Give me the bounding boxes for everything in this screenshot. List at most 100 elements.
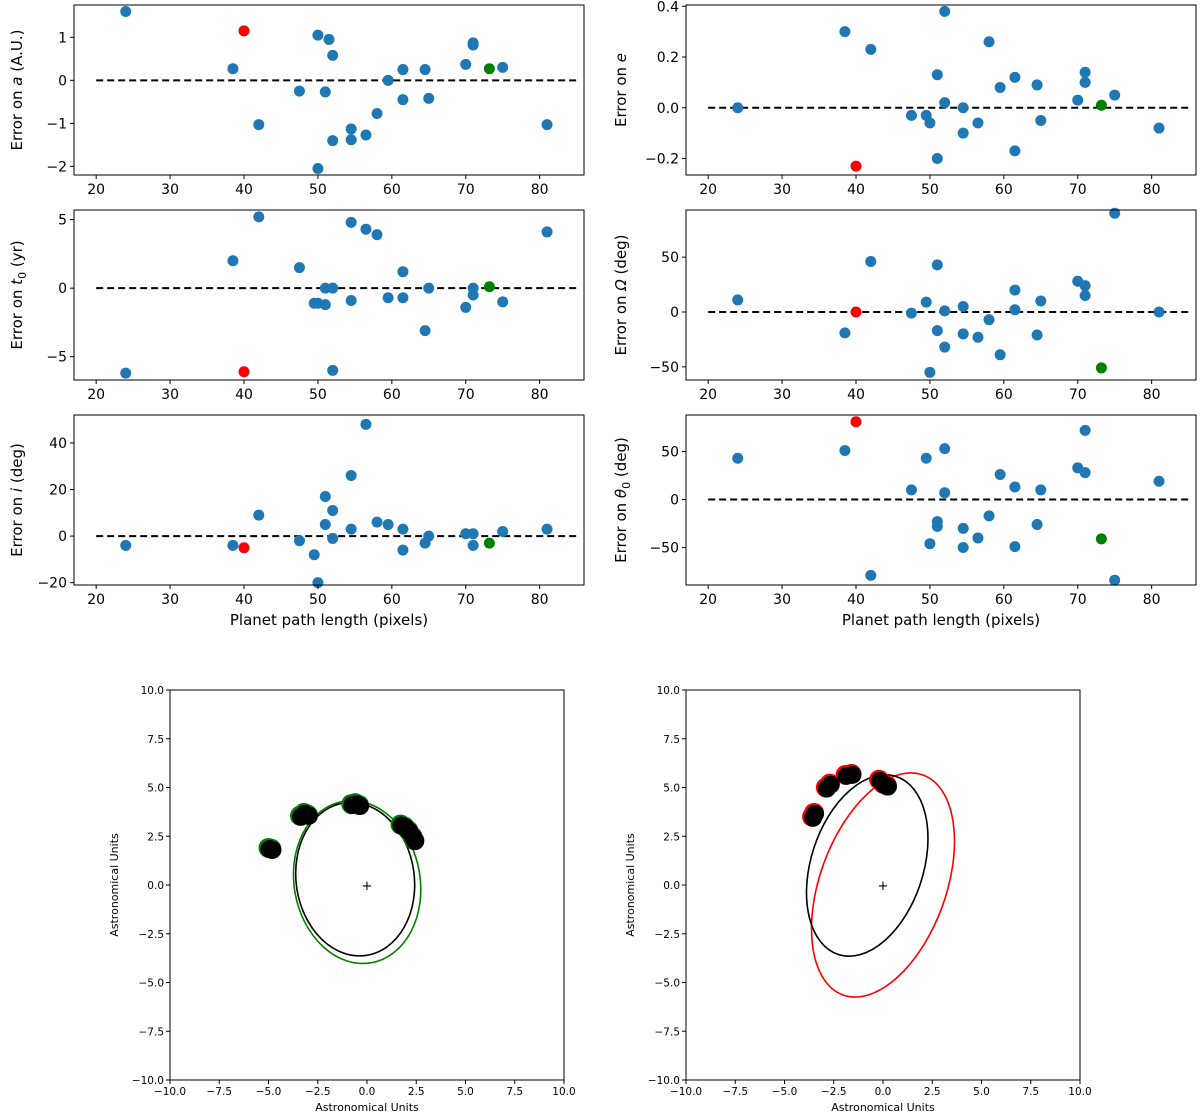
data-point xyxy=(905,484,917,496)
data-point xyxy=(865,43,877,55)
y-tick-label: 7.5 xyxy=(663,734,680,746)
data-point xyxy=(1095,99,1107,111)
data-point xyxy=(238,366,250,378)
observation-point xyxy=(263,840,282,859)
y-tick-label: −50 xyxy=(649,360,679,376)
fitted-orbit xyxy=(810,772,956,998)
x-tick-label: 40 xyxy=(847,592,865,608)
data-point xyxy=(483,281,495,293)
data-point xyxy=(850,416,862,428)
star-center-marker: + xyxy=(878,879,889,894)
data-point xyxy=(227,63,239,75)
x-tick-label: −2.5 xyxy=(821,1086,847,1098)
y-axis-label: Astronomical Units xyxy=(624,833,637,937)
y-tick-label: 5.0 xyxy=(147,783,164,795)
x-tick-label: 10.0 xyxy=(552,1086,575,1098)
data-point xyxy=(1035,114,1047,126)
data-point xyxy=(1009,541,1021,553)
data-point xyxy=(1031,518,1043,530)
scatter-panel-5: 20 30 40 50 60 70 80 −50 0 50 Error on θ0 (deg) Pla… xyxy=(612,414,1197,629)
x-tick-label: 60 xyxy=(995,592,1013,608)
y-tick-label: 0 xyxy=(670,493,679,509)
data-point xyxy=(1072,94,1084,106)
x-tick-label: 80 xyxy=(1143,387,1161,403)
data-point xyxy=(931,153,943,165)
data-point xyxy=(983,36,995,48)
data-point xyxy=(939,5,951,17)
scatter-panel-2: 20 30 40 50 60 70 80 −5 0 5 Error on t0 (yr) xyxy=(8,209,585,403)
x-tick-label: 20 xyxy=(699,182,717,198)
y-tick-label: 0 xyxy=(58,73,67,89)
data-point xyxy=(1035,295,1047,307)
data-point xyxy=(419,64,431,76)
y-tick-label: −20 xyxy=(37,576,67,592)
x-tick-label: 40 xyxy=(235,592,253,608)
data-point xyxy=(939,487,951,499)
x-tick-label: 50 xyxy=(309,592,327,608)
x-tick-label: 50 xyxy=(921,182,939,198)
y-axis-label: Error on t0 (yr) xyxy=(8,240,29,349)
x-tick-label: 30 xyxy=(161,182,179,198)
x-axis-label: Astronomical Units xyxy=(315,1101,419,1114)
x-tick-label: 80 xyxy=(531,592,549,608)
data-point xyxy=(1031,329,1043,341)
data-point xyxy=(419,325,431,337)
data-point xyxy=(924,117,936,129)
x-tick-label: −7.5 xyxy=(207,1086,233,1098)
data-point xyxy=(939,443,951,455)
x-tick-label: −10.0 xyxy=(154,1086,186,1098)
y-tick-label: −2 xyxy=(46,159,67,175)
y-tick-label: 2.5 xyxy=(663,831,680,843)
y-tick-label: 10.0 xyxy=(657,685,680,697)
x-tick-label: 60 xyxy=(995,182,1013,198)
x-tick-label: 50 xyxy=(921,387,939,403)
data-point xyxy=(1153,122,1165,134)
x-tick-label: 20 xyxy=(87,182,105,198)
data-point xyxy=(382,74,394,86)
y-tick-label: 40 xyxy=(49,436,67,452)
y-tick-label: −5 xyxy=(46,350,67,366)
data-point xyxy=(360,418,372,430)
y-tick-label: −2.5 xyxy=(655,929,681,941)
y-axis-label: Error on θ0 (deg) xyxy=(612,437,633,563)
data-point xyxy=(924,538,936,550)
data-point xyxy=(253,119,265,131)
data-point xyxy=(983,510,995,522)
scatter-panel-4: 20 30 40 50 60 70 80 −20 0 20 40 Error on i (deg) Pl… xyxy=(8,414,585,629)
data-point xyxy=(541,226,553,238)
data-point xyxy=(994,349,1006,361)
data-point xyxy=(939,341,951,353)
data-point xyxy=(460,58,472,70)
data-point xyxy=(345,470,357,482)
data-point xyxy=(931,259,943,271)
data-point xyxy=(120,539,132,551)
data-point xyxy=(319,299,331,311)
data-point xyxy=(397,523,409,535)
data-point xyxy=(327,49,339,61)
data-point xyxy=(983,314,995,326)
data-point xyxy=(238,542,250,554)
axes-frame xyxy=(685,4,1197,176)
y-tick-label: 0 xyxy=(670,305,679,321)
data-point xyxy=(1079,290,1091,302)
data-point xyxy=(319,86,331,98)
star-center-marker: + xyxy=(362,879,373,894)
data-point xyxy=(327,504,339,516)
x-tick-label: 70 xyxy=(1069,182,1087,198)
data-point xyxy=(497,296,509,308)
data-point xyxy=(957,102,969,114)
y-tick-label: 0.2 xyxy=(657,50,679,66)
data-point xyxy=(931,325,943,337)
data-point xyxy=(931,520,943,532)
data-point xyxy=(293,85,305,97)
data-point xyxy=(345,216,357,228)
data-point xyxy=(345,523,357,535)
axes-frame xyxy=(73,4,585,176)
data-point xyxy=(905,109,917,121)
x-tick-label: 60 xyxy=(383,387,401,403)
data-point xyxy=(939,97,951,109)
data-point xyxy=(327,364,339,376)
data-point xyxy=(253,211,265,223)
data-point xyxy=(1035,484,1047,496)
data-point xyxy=(312,163,324,175)
